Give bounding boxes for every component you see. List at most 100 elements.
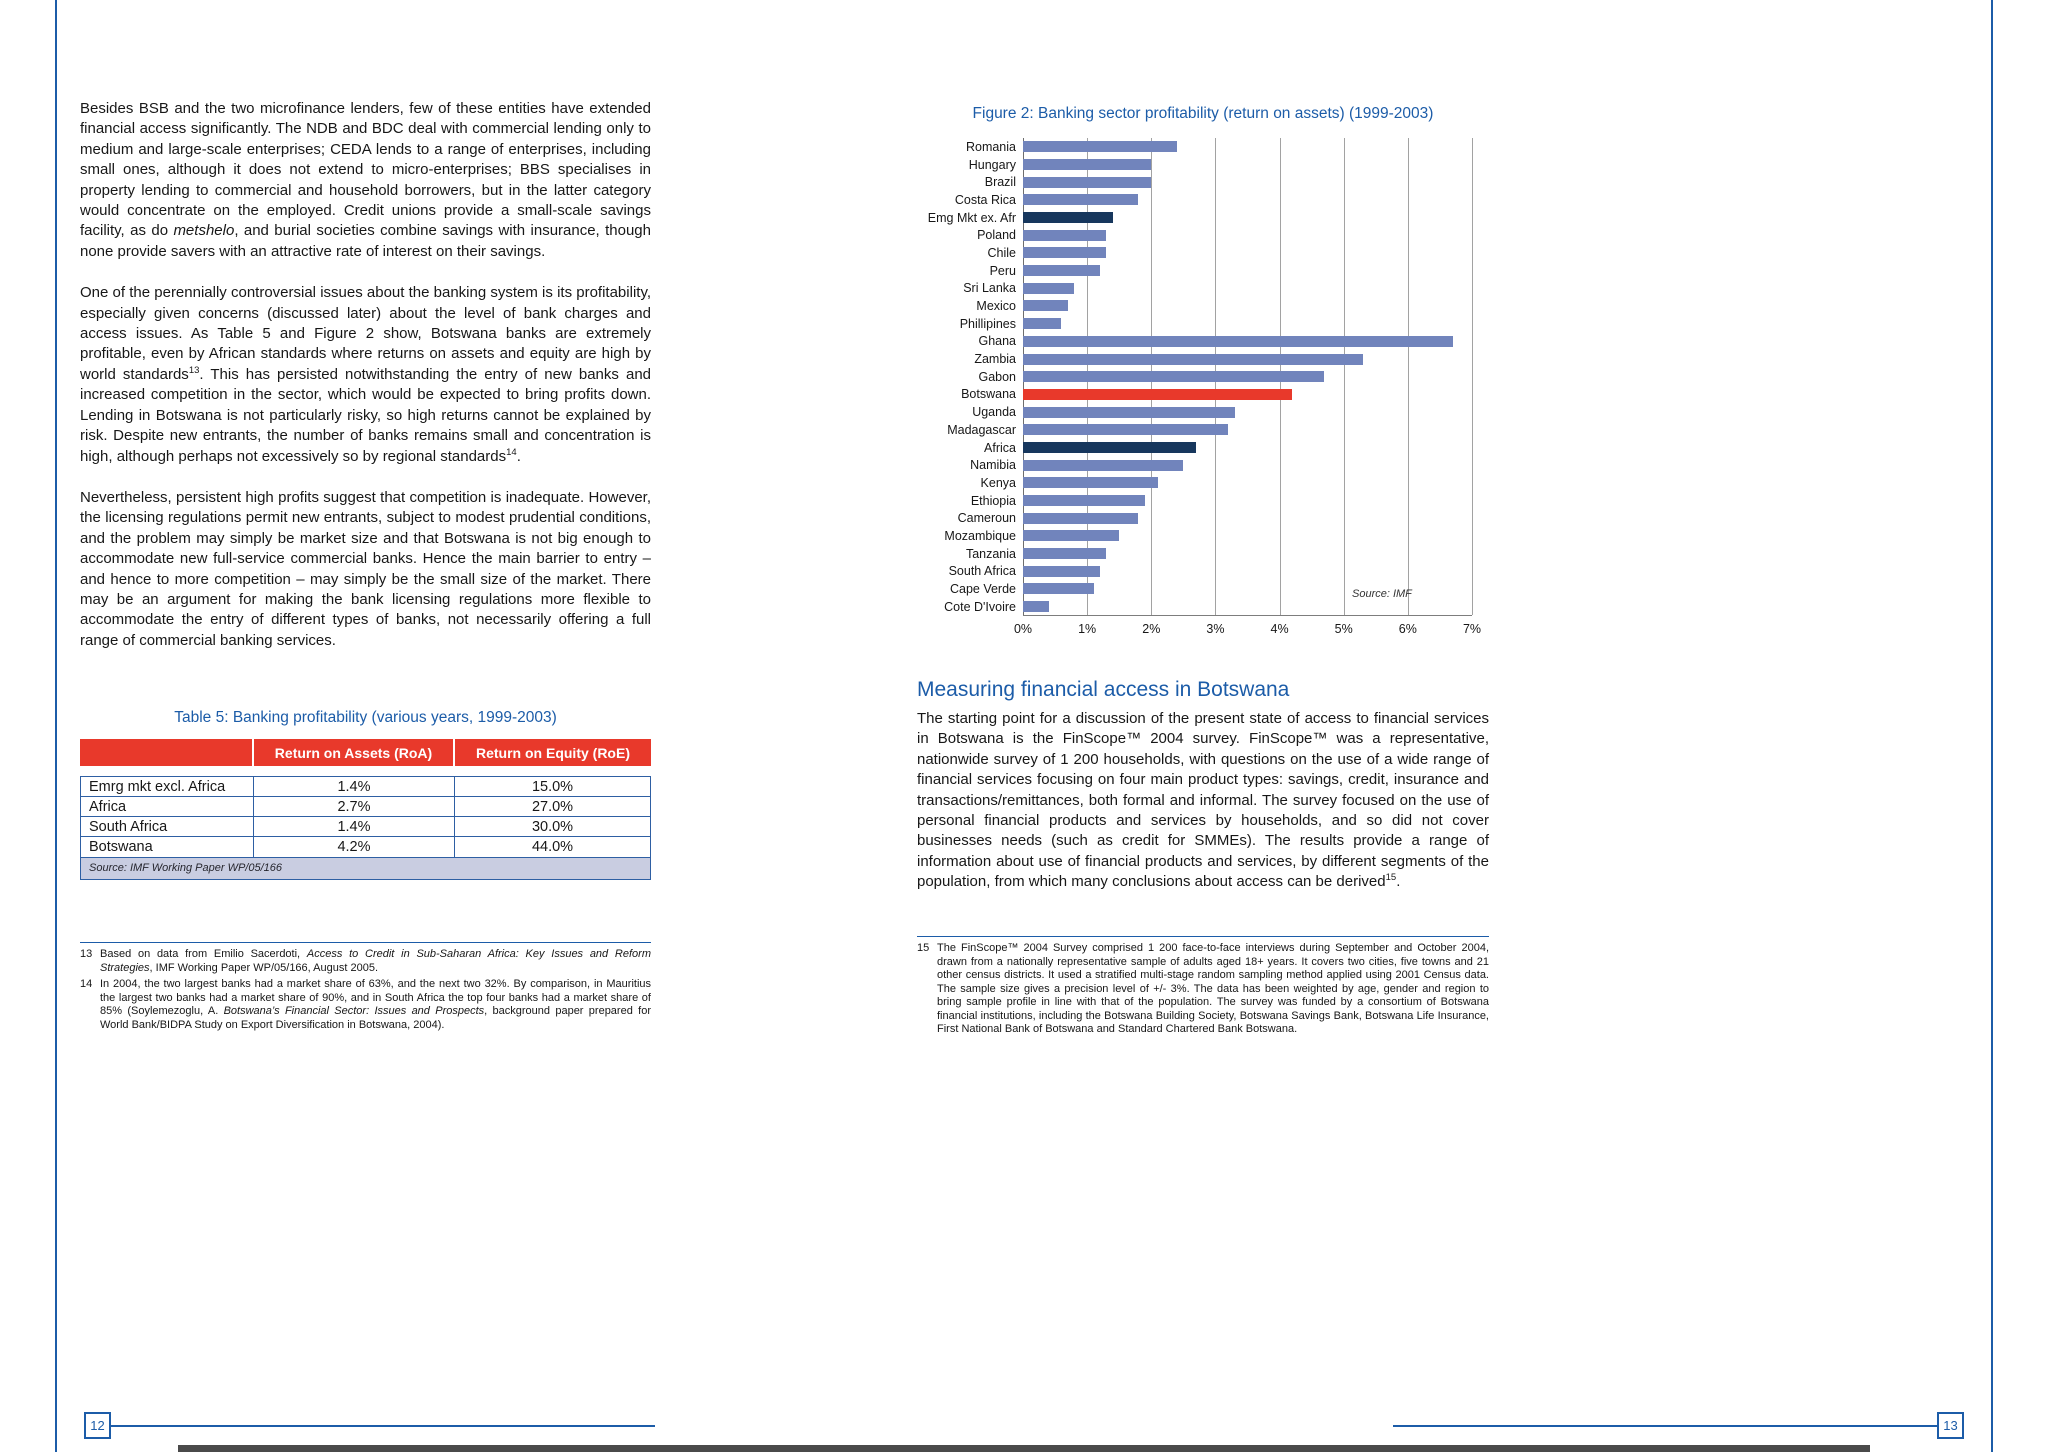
chart-bar (1023, 406, 1235, 418)
chart-bar-area (1023, 527, 1472, 545)
chart-bar-area (1023, 173, 1472, 191)
table-cell: South Africa (89, 818, 168, 835)
chart-category-label: Namibia (970, 458, 1016, 473)
footnote: 15 The FinScope™ 2004 Survey comprised 1 … (917, 942, 1489, 1037)
table-cell: Emrg mkt excl. Africa (89, 778, 226, 795)
chart-category-label: Chile (987, 245, 1017, 260)
chart-category-label: Cape Verde (949, 582, 1016, 597)
footnote: 14 In 2004, the two largest banks had a m… (80, 978, 651, 1032)
chart-category-label: Mexico (976, 299, 1016, 314)
chart-category-label: Romania (965, 139, 1016, 154)
chart-category-label: Kenya (980, 475, 1016, 490)
chart-x-tick-label: 7% (1462, 621, 1482, 636)
chart-category-label: Peru (989, 263, 1016, 278)
chart-category-label: Cameroun (957, 511, 1016, 526)
chart-category-label: Emg Mkt ex. Afr (927, 210, 1016, 225)
chart-row: Tanzania (917, 545, 1489, 563)
footnotes-page-13: 15 The FinScope™ 2004 Survey comprised 1 … (917, 936, 1489, 1040)
chart-category-label: South Africa (948, 564, 1016, 579)
chart-category-label: Tanzania (965, 546, 1016, 561)
chart-bar-area (1023, 492, 1472, 510)
chart-row: Cape Verde (917, 580, 1489, 598)
footnote-text: Based on data from Emilio Sacerdoti, Acc… (100, 948, 651, 974)
chart-category-label: Ghana (978, 334, 1016, 349)
chart-row: Botswana (917, 386, 1489, 404)
chart-gridline (1343, 138, 1345, 615)
chart-bar-area (1023, 580, 1472, 598)
chart-category-label: Cote D'Ivoire (944, 599, 1016, 614)
chart-gridline (1472, 138, 1473, 615)
footnotes-page-12: 13 Based on data from Emilio Sacerdoti, A… (80, 942, 651, 1035)
chart-bar-area (1023, 297, 1472, 315)
chart-category-label: Madagascar (947, 422, 1016, 437)
chart-row: Kenya (917, 474, 1489, 492)
chart-bar (1023, 601, 1049, 613)
chart-row: Chile (917, 244, 1489, 262)
chart-row: Hungary (917, 156, 1489, 174)
chart-bar (1023, 388, 1293, 400)
chart-row: Madagascar (917, 421, 1489, 439)
body-paragraph: Nevertheless, persistent high profits su… (80, 488, 651, 649)
table-cell: 30.0% (454, 817, 650, 836)
page-number-12: 12 (84, 1412, 111, 1439)
chart-row: Poland (917, 226, 1489, 244)
chart-row: Romania (917, 138, 1489, 156)
footnote: 13 Based on data from Emilio Sacerdoti, A… (80, 948, 651, 975)
chart-bar (1023, 300, 1068, 312)
chart-bar-area (1023, 333, 1472, 351)
chart-category-label: Sri Lanka (963, 281, 1016, 296)
page-13-footer: 13 (1393, 1412, 1964, 1440)
chart-x-tick-label: 1% (1078, 621, 1097, 636)
chart-bar (1023, 371, 1325, 383)
table-cell: 2.7% (253, 797, 454, 816)
chart-bar (1023, 212, 1113, 224)
chart-x-tick-label: 3% (1206, 621, 1225, 636)
chart-bar-area (1023, 545, 1472, 563)
chart-bar-area (1023, 474, 1472, 492)
footnote-text: In 2004, the two largest banks had a mar… (100, 978, 651, 1031)
scan-shadow (178, 1445, 1870, 1452)
chart-row: Sri Lanka (917, 280, 1489, 298)
page-number-13: 13 (1937, 1412, 1964, 1439)
chart-row: Namibia (917, 456, 1489, 474)
chart-bar-area (1023, 138, 1472, 156)
chart-bar (1023, 424, 1229, 436)
table-cell: 15.0% (454, 777, 650, 796)
chart-bar (1023, 512, 1139, 524)
chart-source-note: Source: IMF (1352, 588, 1412, 600)
chart-bar (1023, 335, 1453, 347)
chart-bar (1023, 176, 1152, 188)
chart-bar-area (1023, 350, 1472, 368)
chart-bar (1023, 459, 1184, 471)
chart-bar (1023, 247, 1107, 259)
table-cell: 4.2% (253, 837, 454, 857)
chart-bar (1023, 548, 1107, 560)
chart-row: South Africa (917, 563, 1489, 581)
table-row: South Africa 1.4% 30.0% (81, 817, 650, 837)
chart-category-label: Costa Rica (954, 192, 1016, 207)
chart-row: Zambia (917, 350, 1489, 368)
chart-x-axis: 0% 1% 2% 3% 4% 5% 6% 7% (1014, 621, 1481, 638)
chart-bar (1023, 194, 1139, 206)
chart-row: Peru (917, 262, 1489, 280)
chart-bar (1023, 353, 1363, 365)
chart-category-label: Africa (984, 440, 1016, 455)
table-body: Emrg mkt excl. Africa 1.4% 15.0% Africa 2.7%… (80, 776, 651, 858)
chart-x-tick-label: 5% (1334, 621, 1353, 636)
table-cell: 1.4% (253, 817, 454, 836)
chart-x-tick-label: 6% (1398, 621, 1417, 636)
chart-bar-area (1023, 403, 1472, 421)
footnote-number: 14 (80, 978, 93, 990)
body-paragraph: One of the perennially controversial iss… (80, 284, 651, 465)
section-heading: Measuring financial access in Botswana (917, 678, 1290, 701)
chart-row: Emg Mkt ex. Afr (917, 209, 1489, 227)
footer-rule (84, 1425, 655, 1427)
chart-category-label: Zambia (974, 352, 1016, 367)
chart-rows: Romania Hungary Brazil Costa Rica Emg Mkt ex… (917, 138, 1489, 616)
chart-bar (1023, 265, 1100, 277)
chart-row: Ghana (917, 333, 1489, 351)
chart-row: Gabon (917, 368, 1489, 386)
footnote-number: 13 (80, 948, 93, 960)
chart-bar (1023, 141, 1177, 153)
chart-bar (1023, 282, 1075, 294)
